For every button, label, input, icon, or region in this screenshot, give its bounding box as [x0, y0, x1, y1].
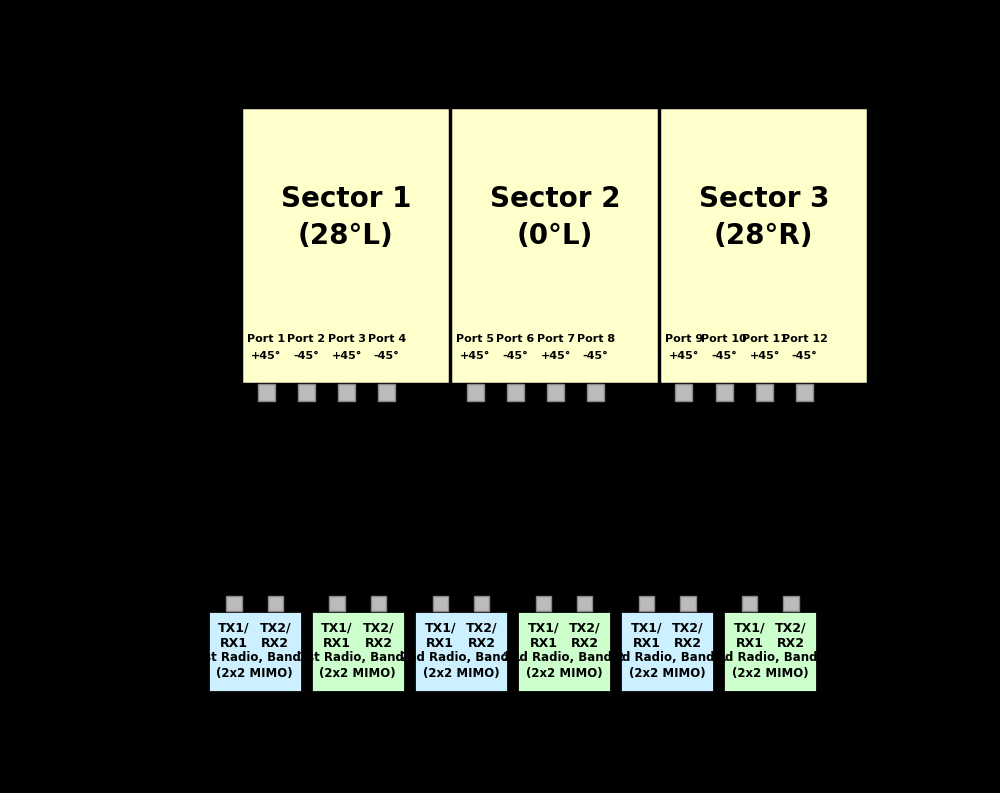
- Bar: [723, 611, 817, 692]
- Text: +45°: +45°: [251, 351, 281, 361]
- Bar: [474, 596, 489, 611]
- Bar: [742, 596, 757, 611]
- Text: Port 1: Port 1: [247, 335, 285, 344]
- Bar: [756, 384, 773, 400]
- Text: +45°: +45°: [541, 351, 571, 361]
- Text: -45°: -45°: [502, 351, 528, 361]
- Bar: [620, 611, 714, 692]
- Text: -45°: -45°: [293, 351, 319, 361]
- Text: TX2/
RX2: TX2/ RX2: [259, 622, 291, 649]
- Text: Port 4: Port 4: [368, 335, 406, 344]
- Text: 3rd Radio, Band 2
(2x2 MIMO): 3rd Radio, Band 2 (2x2 MIMO): [711, 651, 830, 680]
- Text: Port 11: Port 11: [742, 335, 788, 344]
- Text: Port 3: Port 3: [328, 335, 366, 344]
- Text: TX1/
RX1: TX1/ RX1: [218, 622, 250, 649]
- Text: Port 5: Port 5: [456, 335, 494, 344]
- Text: TX1/
RX1: TX1/ RX1: [734, 622, 766, 649]
- Text: 2nd Radio, Band 1
(2x2 MIMO): 2nd Radio, Band 1 (2x2 MIMO): [400, 651, 522, 680]
- Text: TX1/
RX1: TX1/ RX1: [528, 622, 559, 649]
- Text: TX1/
RX1: TX1/ RX1: [631, 622, 662, 649]
- Bar: [371, 596, 386, 611]
- Text: +45°: +45°: [460, 351, 490, 361]
- Bar: [208, 611, 302, 692]
- Bar: [258, 384, 275, 400]
- Bar: [639, 596, 654, 611]
- Text: Sector 2
(0°L): Sector 2 (0°L): [490, 186, 620, 250]
- Text: Port 7: Port 7: [537, 335, 575, 344]
- Text: TX2/
RX2: TX2/ RX2: [569, 622, 601, 649]
- Bar: [329, 596, 345, 611]
- Text: Port 12: Port 12: [782, 335, 827, 344]
- Bar: [783, 596, 799, 611]
- Bar: [378, 384, 395, 400]
- Text: Port 9: Port 9: [665, 335, 703, 344]
- Bar: [433, 596, 448, 611]
- Text: Sector 3
(28°R): Sector 3 (28°R): [699, 186, 829, 250]
- Text: TX2/
RX2: TX2/ RX2: [672, 622, 704, 649]
- Text: Port 6: Port 6: [496, 335, 534, 344]
- Bar: [587, 384, 604, 400]
- Text: TX1/
RX1: TX1/ RX1: [424, 622, 456, 649]
- Text: -45°: -45°: [583, 351, 608, 361]
- Text: Sector 1
(28°L): Sector 1 (28°L): [281, 186, 411, 250]
- Text: -45°: -45°: [711, 351, 737, 361]
- Text: -45°: -45°: [374, 351, 400, 361]
- Bar: [507, 384, 524, 400]
- Text: +45°: +45°: [669, 351, 699, 361]
- Bar: [414, 611, 508, 692]
- Bar: [241, 107, 868, 384]
- Text: 1st Radio, Band 1
(2x2 MIMO): 1st Radio, Band 1 (2x2 MIMO): [196, 651, 313, 680]
- Bar: [338, 384, 355, 400]
- Bar: [268, 596, 283, 611]
- Text: Port 8: Port 8: [577, 335, 615, 344]
- Text: +45°: +45°: [750, 351, 780, 361]
- Text: +45°: +45°: [332, 351, 362, 361]
- Text: Port 10: Port 10: [701, 335, 747, 344]
- Bar: [796, 384, 813, 400]
- Bar: [577, 596, 592, 611]
- Text: TX2/
RX2: TX2/ RX2: [775, 622, 807, 649]
- Text: 3rd Radio, Band 1
(2x2 MIMO): 3rd Radio, Band 1 (2x2 MIMO): [608, 651, 727, 680]
- Bar: [680, 596, 696, 611]
- Bar: [311, 611, 405, 692]
- Bar: [517, 611, 611, 692]
- Bar: [716, 384, 733, 400]
- Bar: [547, 384, 564, 400]
- Bar: [675, 384, 692, 400]
- Text: 1st Radio, Band 2
(2x2 MIMO): 1st Radio, Band 2 (2x2 MIMO): [299, 651, 416, 680]
- Text: 2nd Radio, Band 2
(2x2 MIMO): 2nd Radio, Band 2 (2x2 MIMO): [503, 651, 625, 680]
- Bar: [226, 596, 242, 611]
- Bar: [536, 596, 551, 611]
- Text: Port 2: Port 2: [287, 335, 325, 344]
- Bar: [298, 384, 315, 400]
- Text: TX2/
RX2: TX2/ RX2: [466, 622, 497, 649]
- Text: TX2/
RX2: TX2/ RX2: [363, 622, 394, 649]
- Text: -45°: -45°: [792, 351, 817, 361]
- Text: TX1/
RX1: TX1/ RX1: [321, 622, 353, 649]
- Bar: [467, 384, 484, 400]
